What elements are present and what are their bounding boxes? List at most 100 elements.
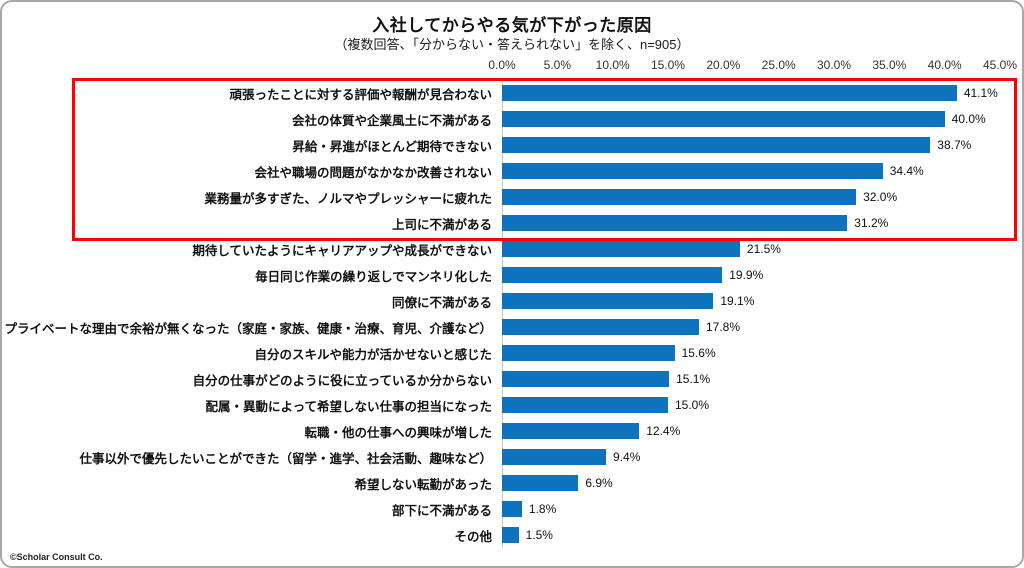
category-label: 同僚に不満がある [391,295,492,310]
bar [502,85,957,101]
bar-track: 40.0% [502,106,1000,132]
value-label: 15.1% [676,372,711,386]
x-tick-label: 25.0% [761,58,796,72]
category-label: 転職・他の仕事への興味が増した [304,425,492,440]
bar-row: 仕事以外で優先したいことができた（留学・進学、社会活動、趣味など） 9.4% [2,444,1022,470]
bar [502,423,640,439]
bar-row: 昇給・昇進がほとんど期待できない 38.7% [2,132,1022,158]
chart-title: 入社してからやる気が下がった原因 [372,16,652,35]
category-label: 自分のスキルや能力が活かせないと感じた [254,347,492,362]
bar-track: 1.8% [502,496,1000,522]
bar [502,241,740,257]
bar-row: 自分のスキルや能力が活かせないと感じた 15.6% [2,340,1022,366]
bar-row: 配属・異動によって希望しない仕事の担当になった 15.0% [2,392,1022,418]
bar-track: 15.6% [502,340,1000,366]
bar-rows: 頑張ったことに対する評価や報酬が見合わない 41.1% 会社の体質や企業風土に不… [2,80,1022,548]
bar-track: 6.9% [502,470,1000,496]
value-label: 19.9% [729,268,764,282]
bar-track: 38.7% [502,132,1000,158]
copyright-text: ©Scholar Consult Co. [10,552,103,562]
bar-row: 部下に不満がある 1.8% [2,496,1022,522]
bar-track: 17.8% [502,314,1000,340]
category-label: 上司に不満がある [391,217,492,232]
bar-row: 会社や職場の問題がなかなか改善されない 34.4% [2,158,1022,184]
bar-track: 12.4% [502,418,1000,444]
bar-row: 希望しない転勤があった 6.9% [2,470,1022,496]
value-label: 32.0% [863,190,898,204]
x-tick-label: 40.0% [927,58,962,72]
bar [502,449,607,465]
bar-track: 19.1% [502,288,1000,314]
x-tick-label: 35.0% [872,58,907,72]
category-label: 会社や職場の問題がなかなか改善されない [254,165,492,180]
bar [502,371,670,387]
x-tick-label: 30.0% [816,58,852,72]
bar-track: 19.9% [502,262,1000,288]
value-label: 19.1% [720,294,755,308]
bar [502,319,699,335]
bar [502,527,519,543]
category-label: プライベートな理由で余裕が無くなった（家庭・家族、健康・治療、育児、介護など） [4,321,492,336]
value-label: 15.6% [681,346,716,360]
bar [502,501,522,517]
value-label: 41.1% [963,86,998,100]
bar [502,293,714,309]
category-label: 毎日同じ作業の繰り返しでマンネリ化した [255,269,492,284]
x-tick-label: 45.0% [982,58,1018,72]
bar-track: 15.1% [502,366,1000,392]
value-label: 34.4% [889,164,924,178]
category-label: 希望しない転勤があった [354,477,492,492]
bar [502,189,857,205]
category-label: 会社の体質や企業風土に不満がある [291,113,492,128]
bar-row: 自分の仕事がどのように役に立っているか分からない 15.1% [2,366,1022,392]
bar-row: 同僚に不満がある 19.1% [2,288,1022,314]
value-label: 31.2% [854,216,889,230]
value-label: 21.5% [746,242,781,256]
value-label: 40.0% [951,112,986,126]
x-tick-label: 10.0% [595,58,630,72]
category-label: 部下に不満がある [391,503,492,518]
bar-row: プライベートな理由で余裕が無くなった（家庭・家族、健康・治療、育児、介護など） … [2,314,1022,340]
x-tick-label: 0.0% [488,58,516,72]
bar-track: 1.5% [502,522,1000,548]
value-label: 1.5% [525,528,553,542]
bar [502,475,579,491]
bar [502,267,723,283]
x-tick-label: 20.0% [706,58,741,72]
value-label: 15.0% [674,398,710,412]
bar-row: 期待していたようにキャリアアップや成長ができない 21.5% [2,236,1022,262]
value-label: 17.8% [705,320,741,334]
bar-row: 上司に不満がある 31.2% [2,210,1022,236]
chart-subtitle: （複数回答、「分からない・答えられない」を除く、n=905） [334,37,690,52]
bar-row: 頑張ったことに対する評価や報酬が見合わない 41.1% [2,80,1022,106]
bar-row: 業務量が多すぎた、ノルマやプレッシャーに疲れた 32.0% [2,184,1022,210]
bar [502,397,668,413]
bar-row: 会社の体質や企業風土に不満がある 40.0% [2,106,1022,132]
value-label: 6.9% [585,476,613,490]
value-label: 12.4% [646,424,681,438]
bar [502,137,931,153]
bar [502,163,883,179]
category-label: 業務量が多すぎた、ノルマやプレッシャーに疲れた [204,191,492,206]
bar-row: 転職・他の仕事への興味が増した 12.4% [2,418,1022,444]
bar-track: 9.4% [502,444,1000,470]
category-label: 仕事以外で優先したいことができた（留学・進学、社会活動、趣味など） [79,451,492,466]
bar [502,111,945,127]
bar-track: 15.0% [502,392,1000,418]
value-label: 38.7% [937,138,972,152]
x-tick-label: 5.0% [543,58,572,72]
bar-track: 32.0% [502,184,1000,210]
x-axis: 0.0% 5.0% 10.0% 15.0% 20.0% 25.0% 30.0% 35.0% 40… [488,58,1017,74]
category-label: 配属・異動によって希望しない仕事の担当になった [205,399,492,414]
bar-row: 毎日同じ作業の繰り返しでマンネリ化した 19.9% [2,262,1022,288]
y-axis-line [502,78,503,548]
category-label: 昇給・昇進がほとんど期待できない [292,139,492,154]
x-tick-label: 15.0% [650,58,686,72]
bar [502,215,848,231]
bar-track: 41.1% [502,80,1000,106]
bar-track: 21.5% [502,236,1000,262]
bar [502,345,675,361]
value-label: 1.8% [528,502,557,516]
value-label: 9.4% [613,450,641,464]
